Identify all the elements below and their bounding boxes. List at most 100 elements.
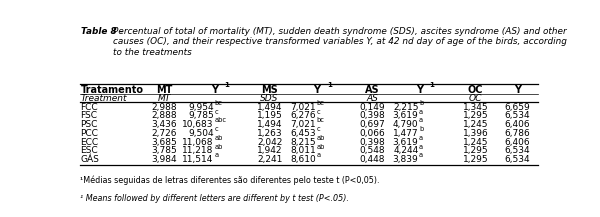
Text: MS: MS bbox=[261, 85, 278, 95]
Text: c: c bbox=[317, 109, 320, 115]
Text: bc: bc bbox=[214, 100, 222, 106]
Text: 3,839: 3,839 bbox=[393, 155, 419, 164]
Text: 4,244: 4,244 bbox=[393, 146, 419, 155]
Text: 2,726: 2,726 bbox=[152, 129, 177, 138]
Text: Percentual of total of mortality (MT), sudden death syndrome (SDS), ascites synd: Percentual of total of mortality (MT), s… bbox=[113, 27, 567, 57]
Text: 0,448: 0,448 bbox=[359, 155, 385, 164]
Text: 2,241: 2,241 bbox=[257, 155, 282, 164]
Text: 6,406: 6,406 bbox=[505, 120, 530, 129]
Text: a: a bbox=[419, 109, 423, 115]
Text: Treatment: Treatment bbox=[80, 94, 127, 103]
Text: 6,659: 6,659 bbox=[505, 103, 530, 112]
Text: 7,021: 7,021 bbox=[290, 120, 316, 129]
Text: Table 8 -: Table 8 - bbox=[80, 27, 123, 36]
Text: 1,345: 1,345 bbox=[463, 103, 488, 112]
Text: 7,021: 7,021 bbox=[290, 103, 316, 112]
Text: a: a bbox=[317, 152, 321, 158]
Text: 6,786: 6,786 bbox=[505, 129, 530, 138]
Text: 0,149: 0,149 bbox=[359, 103, 385, 112]
Text: 1,263: 1,263 bbox=[257, 129, 283, 138]
Text: 11,218: 11,218 bbox=[182, 146, 214, 155]
Text: 0,697: 0,697 bbox=[359, 120, 385, 129]
Text: ¹ Means followed by different letters are different by t test (P<.05).: ¹ Means followed by different letters ar… bbox=[80, 194, 349, 203]
Text: 8,610: 8,610 bbox=[290, 155, 316, 164]
Text: 1,195: 1,195 bbox=[257, 111, 283, 120]
Text: 6,534: 6,534 bbox=[505, 155, 530, 164]
Text: 1,245: 1,245 bbox=[463, 138, 488, 146]
Text: 8,215: 8,215 bbox=[290, 138, 316, 146]
Text: 6,453: 6,453 bbox=[290, 129, 316, 138]
Text: 9,954: 9,954 bbox=[188, 103, 214, 112]
Text: 6,406: 6,406 bbox=[505, 138, 530, 146]
Text: Tratamento: Tratamento bbox=[80, 85, 143, 95]
Text: AS: AS bbox=[365, 85, 379, 95]
Text: 1,295: 1,295 bbox=[463, 146, 488, 155]
Text: abc: abc bbox=[214, 117, 226, 123]
Text: 0,548: 0,548 bbox=[359, 146, 385, 155]
Text: FSC: FSC bbox=[80, 111, 98, 120]
Text: bc: bc bbox=[317, 117, 325, 123]
Text: PCC: PCC bbox=[80, 129, 98, 138]
Text: c: c bbox=[214, 109, 218, 115]
Text: 0,066: 0,066 bbox=[359, 129, 385, 138]
Text: 6,534: 6,534 bbox=[505, 146, 530, 155]
Text: 3,984: 3,984 bbox=[152, 155, 178, 164]
Text: 2,215: 2,215 bbox=[393, 103, 419, 112]
Text: 1: 1 bbox=[429, 82, 434, 88]
Text: 8,011: 8,011 bbox=[290, 146, 316, 155]
Text: ECC: ECC bbox=[80, 138, 99, 146]
Text: 9,785: 9,785 bbox=[188, 111, 214, 120]
Text: SDS: SDS bbox=[260, 94, 279, 103]
Text: FCC: FCC bbox=[80, 103, 98, 112]
Text: c: c bbox=[317, 126, 320, 132]
Text: 1,245: 1,245 bbox=[463, 120, 488, 129]
Text: a: a bbox=[419, 152, 423, 158]
Text: 1,477: 1,477 bbox=[393, 129, 419, 138]
Text: Y: Y bbox=[314, 85, 320, 95]
Text: AS: AS bbox=[366, 94, 378, 103]
Text: 3,619: 3,619 bbox=[393, 111, 419, 120]
Text: ab: ab bbox=[214, 144, 223, 150]
Text: 11,514: 11,514 bbox=[182, 155, 214, 164]
Text: 2,988: 2,988 bbox=[152, 103, 178, 112]
Text: Y: Y bbox=[416, 85, 423, 95]
Text: 2,888: 2,888 bbox=[152, 111, 178, 120]
Text: 3,785: 3,785 bbox=[152, 146, 178, 155]
Text: OC: OC bbox=[468, 85, 484, 95]
Text: 4,790: 4,790 bbox=[393, 120, 419, 129]
Text: 3,619: 3,619 bbox=[393, 138, 419, 146]
Text: 3,436: 3,436 bbox=[152, 120, 178, 129]
Text: a: a bbox=[419, 117, 423, 123]
Text: ESC: ESC bbox=[80, 146, 98, 155]
Text: 11,068: 11,068 bbox=[182, 138, 214, 146]
Text: Y: Y bbox=[211, 85, 218, 95]
Text: GÁS: GÁS bbox=[80, 155, 100, 164]
Text: 1,494: 1,494 bbox=[257, 103, 283, 112]
Text: 1,942: 1,942 bbox=[257, 146, 283, 155]
Text: 1,494: 1,494 bbox=[257, 120, 283, 129]
Text: 10,683: 10,683 bbox=[182, 120, 214, 129]
Text: MT: MT bbox=[158, 94, 171, 103]
Text: 0,398: 0,398 bbox=[359, 138, 385, 146]
Text: 2,042: 2,042 bbox=[257, 138, 282, 146]
Text: c: c bbox=[214, 126, 218, 132]
Text: 1,396: 1,396 bbox=[463, 129, 488, 138]
Text: 1: 1 bbox=[224, 82, 229, 88]
Text: ¹Médias seguidas de letras diferentes são diferentes pelo teste t (P<0,05).: ¹Médias seguidas de letras diferentes sã… bbox=[80, 176, 379, 185]
Text: PSC: PSC bbox=[80, 120, 98, 129]
Text: b: b bbox=[419, 126, 423, 132]
Text: 1,295: 1,295 bbox=[463, 111, 488, 120]
Text: a: a bbox=[419, 135, 423, 141]
Text: a: a bbox=[419, 144, 423, 150]
Text: ab: ab bbox=[317, 135, 325, 141]
Text: OC: OC bbox=[469, 94, 482, 103]
Text: MT: MT bbox=[157, 85, 173, 95]
Text: 6,276: 6,276 bbox=[290, 111, 316, 120]
Text: b: b bbox=[419, 100, 423, 106]
Text: 1,295: 1,295 bbox=[463, 155, 488, 164]
Text: 1: 1 bbox=[327, 82, 332, 88]
Text: bc: bc bbox=[317, 100, 325, 106]
Text: a: a bbox=[214, 152, 218, 158]
Text: 3,685: 3,685 bbox=[152, 138, 178, 146]
Text: 6,534: 6,534 bbox=[505, 111, 530, 120]
